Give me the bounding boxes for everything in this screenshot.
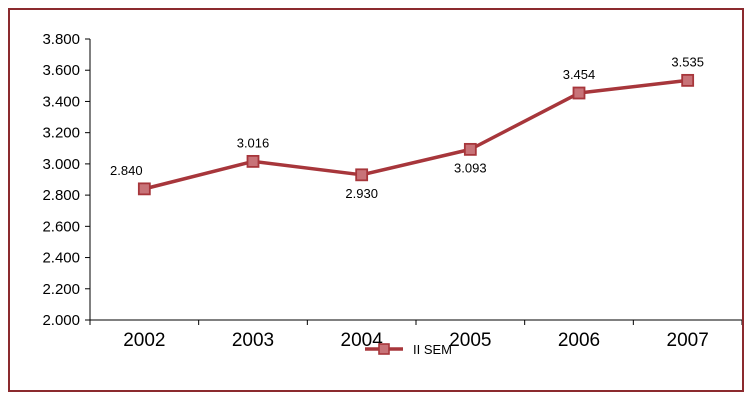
- data-label: 3.016: [237, 135, 270, 150]
- y-tick-label: 3.400: [42, 93, 80, 110]
- x-tick-label: 2003: [232, 330, 274, 351]
- x-tick-label: 2007: [667, 330, 709, 351]
- series-line: [143, 78, 688, 191]
- x-tick-label: 2004: [341, 330, 384, 351]
- data-point: [246, 154, 260, 168]
- y-tick-label: 2.200: [42, 281, 80, 298]
- line-chart: 2.000 2.200 2.400 2.600 2.800 3.000 3.200 3.400…: [42, 31, 743, 357]
- y-tick-label: 3.200: [42, 125, 80, 142]
- data-label: 3.093: [454, 160, 487, 175]
- y-tick-label: 2.800: [42, 187, 80, 204]
- y-tick-label: 2.400: [42, 250, 80, 267]
- series-layer: 2.840 3.016 2.930 3.093 3.454 3.535: [110, 54, 704, 200]
- y-tick-label: 2.600: [42, 218, 80, 235]
- x-tick-label: 2005: [449, 330, 491, 351]
- data-label: 3.535: [671, 54, 704, 69]
- legend-marker: [378, 343, 390, 355]
- x-tick-label: 2002: [123, 330, 165, 351]
- legend: II SEM: [365, 342, 452, 357]
- y-tick-label: 2.000: [42, 312, 80, 329]
- data-point: [355, 168, 369, 182]
- data-point: [572, 86, 586, 100]
- y-tick-label: 3.600: [42, 62, 80, 79]
- data-point: [681, 73, 695, 87]
- y-axis-ticks: 2.000 2.200 2.400 2.600 2.800 3.000 3.200 3.400…: [42, 31, 90, 329]
- x-tick-label: 2006: [558, 330, 600, 351]
- data-point: [137, 182, 151, 196]
- data-label: 3.454: [563, 67, 596, 82]
- data-label: 2.840: [110, 163, 143, 178]
- data-point: [463, 142, 477, 156]
- x-axis-ticks: 2002 2003 2004 2005 2006 2007: [89, 320, 743, 351]
- legend-label: II SEM: [413, 342, 452, 357]
- data-label: 2.930: [345, 186, 378, 201]
- y-tick-label: 3.800: [42, 31, 80, 48]
- chart-frame: 2.000 2.200 2.400 2.600 2.800 3.000 3.200 3.400…: [8, 8, 744, 392]
- y-tick-label: 3.000: [42, 156, 80, 173]
